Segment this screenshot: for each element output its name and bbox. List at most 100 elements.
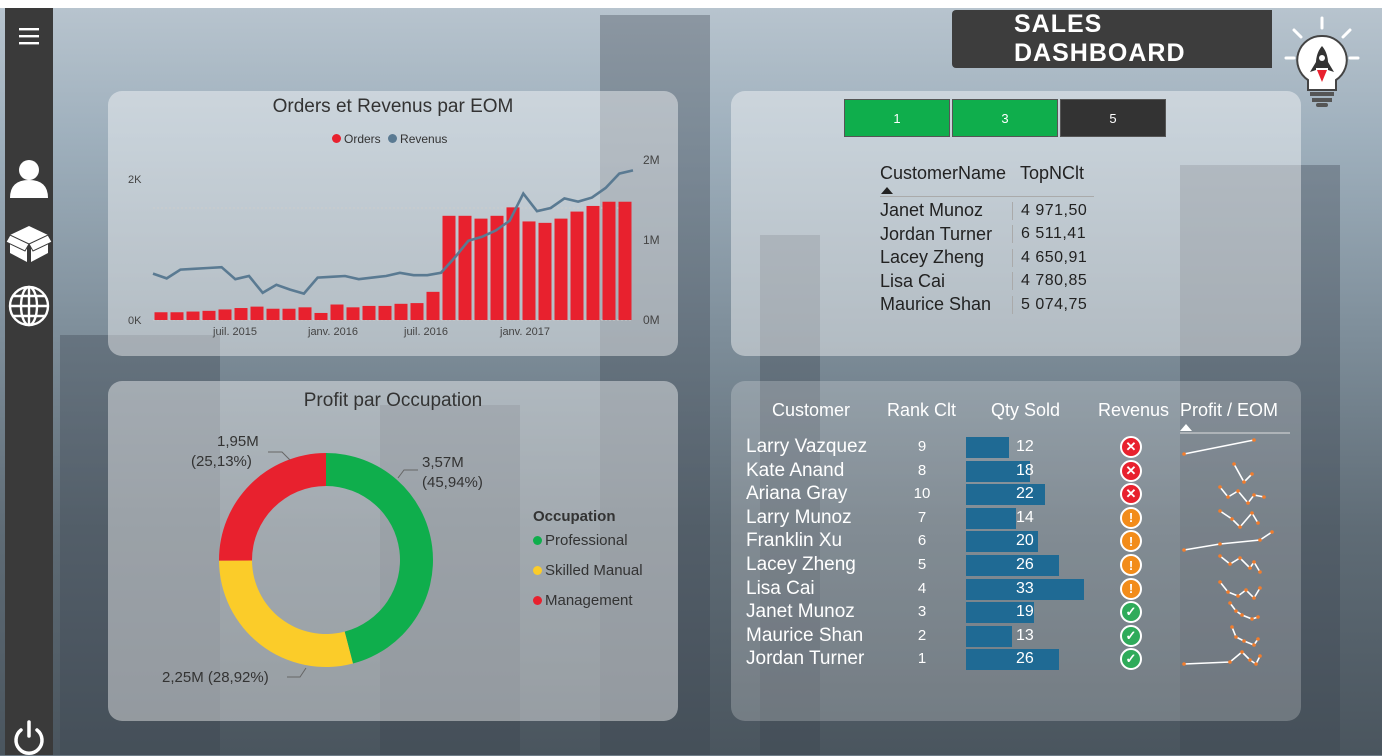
table-row[interactable]: Larry Munoz 7 14! <box>746 506 1286 531</box>
table-row[interactable]: Janet Munoz 3 19 ✓ <box>746 601 1286 625</box>
cell-name: Lisa Cai <box>880 270 946 291</box>
table-row[interactable]: Ariana Gray 10 22 ✕ <box>746 483 1286 507</box>
donut-slice-skilled-manual[interactable] <box>219 560 353 667</box>
user-icon[interactable] <box>5 156 53 200</box>
column-header-customer[interactable]: Customer <box>772 400 851 420</box>
column-header-topnclt[interactable]: TopNClt <box>1020 162 1085 183</box>
table-row[interactable]: Maurice Shan 2 13 ✓ <box>746 624 1286 649</box>
legend-orders-label: Orders <box>344 132 381 146</box>
orders-bar <box>394 303 408 320</box>
table-row[interactable]: Larry Vazquez 9 12 ✕ <box>746 436 1286 460</box>
column-header-qty[interactable]: Qty Sold <box>991 400 1061 420</box>
orders-bar <box>282 308 296 320</box>
legend-item-management[interactable]: Management <box>533 586 643 616</box>
management-percent: (25,13%) <box>191 453 252 470</box>
warning-status-icon: ! <box>1120 554 1142 576</box>
cross-status-icon: ✕ <box>1120 483 1142 506</box>
sparkline-point <box>1258 654 1262 659</box>
sparkline-point <box>1254 662 1258 667</box>
table-row[interactable]: Janet Munoz 4 971,50 <box>880 199 1101 223</box>
column-header-revenus[interactable]: Revenus <box>1098 400 1170 420</box>
cross-status-icon: ✕ <box>1120 459 1142 482</box>
table-row[interactable]: Lisa Cai 4 780,85 <box>880 270 1101 294</box>
check-status-icon: ✓ <box>1120 648 1142 671</box>
legend-item-skilled-manual[interactable]: Skilled Manual <box>533 556 643 586</box>
table-row[interactable]: Lacey Zheng 5 26! <box>746 554 1286 578</box>
legend-swatch <box>533 596 542 605</box>
sparkline-point <box>1256 636 1260 641</box>
management-value-label: 1,95M (25,13%) <box>191 432 259 472</box>
column-header-customername[interactable]: CustomerName <box>880 162 1007 183</box>
sparkline-point <box>1258 585 1262 590</box>
column-header-rank[interactable]: Rank Clt <box>887 400 957 420</box>
sparkline-point <box>1218 542 1222 547</box>
topn-button-1[interactable]: 1 <box>844 99 950 137</box>
cell-qty: 18 <box>1016 461 1034 479</box>
donut-slice-professional[interactable] <box>326 453 433 664</box>
legend-item-professional[interactable]: Professional <box>533 526 643 556</box>
sparkline-point <box>1258 538 1262 543</box>
orders-bar <box>154 312 168 320</box>
table-row[interactable]: Kate Anand 8 18 ✕ <box>746 459 1286 484</box>
check-status-icon: ✓ <box>1120 624 1142 647</box>
cell-rank: 5 <box>917 556 927 573</box>
profit-sparkline <box>1182 530 1274 553</box>
warning-status-icon: ! <box>1120 577 1142 600</box>
table-row[interactable]: Jordan Turner 1 26 ✓ <box>746 648 1286 672</box>
cell-customer: Lisa Cai <box>746 577 815 599</box>
sparkline-point <box>1248 658 1252 663</box>
orders-bar <box>522 221 536 320</box>
box-icon[interactable] <box>5 220 53 264</box>
cell-qty: 22 <box>1016 485 1034 503</box>
table-row[interactable]: Maurice Shan 5 074,75 <box>880 293 1101 317</box>
globe-icon[interactable] <box>5 284 53 328</box>
top-bar <box>0 0 1382 8</box>
sparkline-point <box>1182 662 1186 667</box>
sparkline-point <box>1250 617 1254 621</box>
menu-icon[interactable] <box>5 26 53 46</box>
profit-sparkline <box>1218 485 1266 505</box>
table-row[interactable]: Franklin Xu 6 20! <box>746 530 1286 554</box>
cell-rank: 10 <box>913 485 931 503</box>
cell-customer: Ariana Gray <box>746 483 848 505</box>
topn-button-5[interactable]: 5 <box>1060 99 1166 137</box>
orders-bar <box>362 305 376 320</box>
sparkline-point <box>1182 452 1186 456</box>
orders-bar <box>538 222 552 320</box>
orders-bar <box>490 215 504 320</box>
table-row[interactable]: Lisa Cai 4 33! <box>746 577 1286 602</box>
orders-bar <box>218 309 232 320</box>
orders-bar <box>330 304 344 320</box>
sparkline-point <box>1250 471 1254 476</box>
cell-rank: 4 <box>917 579 927 597</box>
cell-rank: 8 <box>917 461 927 479</box>
donut-slice-management[interactable] <box>219 453 326 561</box>
sparkline-point <box>1232 461 1236 466</box>
sparkline-point <box>1236 489 1240 493</box>
sparkline-point <box>1252 493 1256 497</box>
orders-bar <box>554 218 568 320</box>
cell-customer: Janet Munoz <box>746 601 855 623</box>
sparkline-point <box>1248 566 1252 570</box>
occupation-legend: Occupation Professional Skilled Manual M… <box>533 508 643 616</box>
power-icon[interactable] <box>5 720 53 756</box>
revenue-line <box>152 169 634 296</box>
orders-bar <box>170 312 184 320</box>
table-row[interactable]: Lacey Zheng 4 650,91 <box>880 246 1101 270</box>
column-header-profit[interactable]: Profit / EOM <box>1180 400 1279 420</box>
qty-bar <box>966 507 1017 529</box>
cell-name: Janet Munoz <box>880 200 984 221</box>
qty-bar <box>966 578 1084 600</box>
orders-bar <box>506 207 520 320</box>
cell-value: 4 780,85 <box>1012 272 1101 291</box>
profit-sparkline <box>1230 624 1260 647</box>
topn-button-3[interactable]: 3 <box>952 99 1058 137</box>
sparkline-point <box>1236 593 1240 598</box>
sparkline-point <box>1238 556 1242 560</box>
orders-bar <box>186 311 200 320</box>
cell-customer: Jordan Turner <box>746 648 865 670</box>
sort-indicator <box>880 186 1094 197</box>
donut-leader-lines <box>268 451 418 678</box>
table-row[interactable]: Jordan Turner 6 511,41 <box>880 223 1101 247</box>
orders-bar <box>410 303 424 320</box>
